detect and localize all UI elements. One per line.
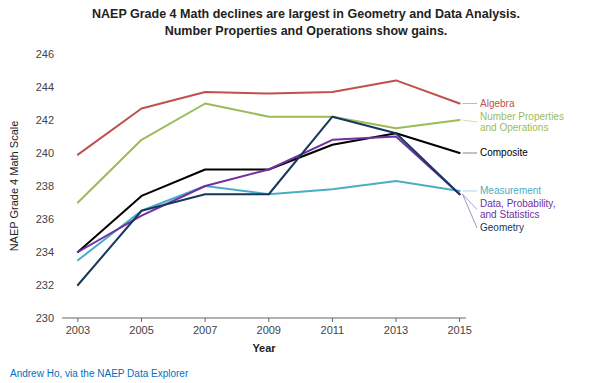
series-label: Data, Probability,and Statistics xyxy=(480,198,555,220)
series-line xyxy=(78,104,460,203)
series-label-line: Geometry xyxy=(480,222,524,233)
x-tick-label: 2015 xyxy=(447,324,471,336)
y-tick-label: 242 xyxy=(36,114,54,126)
series-label-line: and Operations xyxy=(480,122,548,133)
y-tick-label: 238 xyxy=(36,180,54,192)
subtitle: Number Properties and Operations show ga… xyxy=(165,24,448,38)
y-tick-label: 236 xyxy=(36,213,54,225)
x-tick-label: 2013 xyxy=(384,324,408,336)
title: NAEP Grade 4 Math declines are largest i… xyxy=(92,7,520,21)
chart: NAEP Grade 4 Math declines are largest i… xyxy=(0,0,612,383)
y-tick-label: 246 xyxy=(36,48,54,60)
series-label: Geometry xyxy=(480,222,524,233)
series-label-line: Algebra xyxy=(480,98,515,109)
series-label-line: Data, Probability, xyxy=(480,198,555,209)
x-axis-label: Year xyxy=(252,342,276,354)
credit: Andrew Ho, via the NAEP Data Explorer xyxy=(10,368,189,379)
x-tick xyxy=(332,318,333,322)
series-line xyxy=(78,117,460,285)
y-tick-label: 230 xyxy=(36,312,54,324)
x-tick-label: 2003 xyxy=(66,324,90,336)
y-tick-label: 244 xyxy=(36,81,54,93)
x-tick-label: 2011 xyxy=(321,324,345,336)
series-label: Algebra xyxy=(480,98,515,109)
series-label-line: Measurement xyxy=(480,185,541,196)
series-label-line: and Statistics xyxy=(480,209,539,220)
label-leader xyxy=(463,194,477,228)
series-label: Composite xyxy=(480,147,528,158)
x-tick xyxy=(396,318,397,322)
series-label: Measurement xyxy=(480,185,541,196)
x-tick xyxy=(141,318,142,322)
x-tick xyxy=(268,318,269,322)
series-label-line: Composite xyxy=(480,147,528,158)
label-leader xyxy=(463,120,477,122)
y-axis-label: NAEP Grade 4 Math Scale xyxy=(8,121,20,252)
series-line xyxy=(78,133,460,252)
y-tick-label: 234 xyxy=(36,246,54,258)
series-label-line: Number Properties xyxy=(480,111,564,122)
y-tick-label: 232 xyxy=(36,279,54,291)
x-tick-label: 2007 xyxy=(193,324,217,336)
x-tick-label: 2009 xyxy=(257,324,281,336)
plot-lines xyxy=(78,80,460,285)
x-tick xyxy=(77,318,78,322)
x-tick xyxy=(205,318,206,322)
x-tick-label: 2005 xyxy=(129,324,153,336)
x-tick xyxy=(459,318,460,322)
y-tick-label: 240 xyxy=(36,147,54,159)
label-leader xyxy=(463,153,477,154)
x-axis-line xyxy=(62,318,466,319)
label-leader xyxy=(463,103,477,104)
label-leader xyxy=(463,190,477,191)
label-leader xyxy=(463,194,477,209)
series-label: Number Propertiesand Operations xyxy=(480,111,564,133)
